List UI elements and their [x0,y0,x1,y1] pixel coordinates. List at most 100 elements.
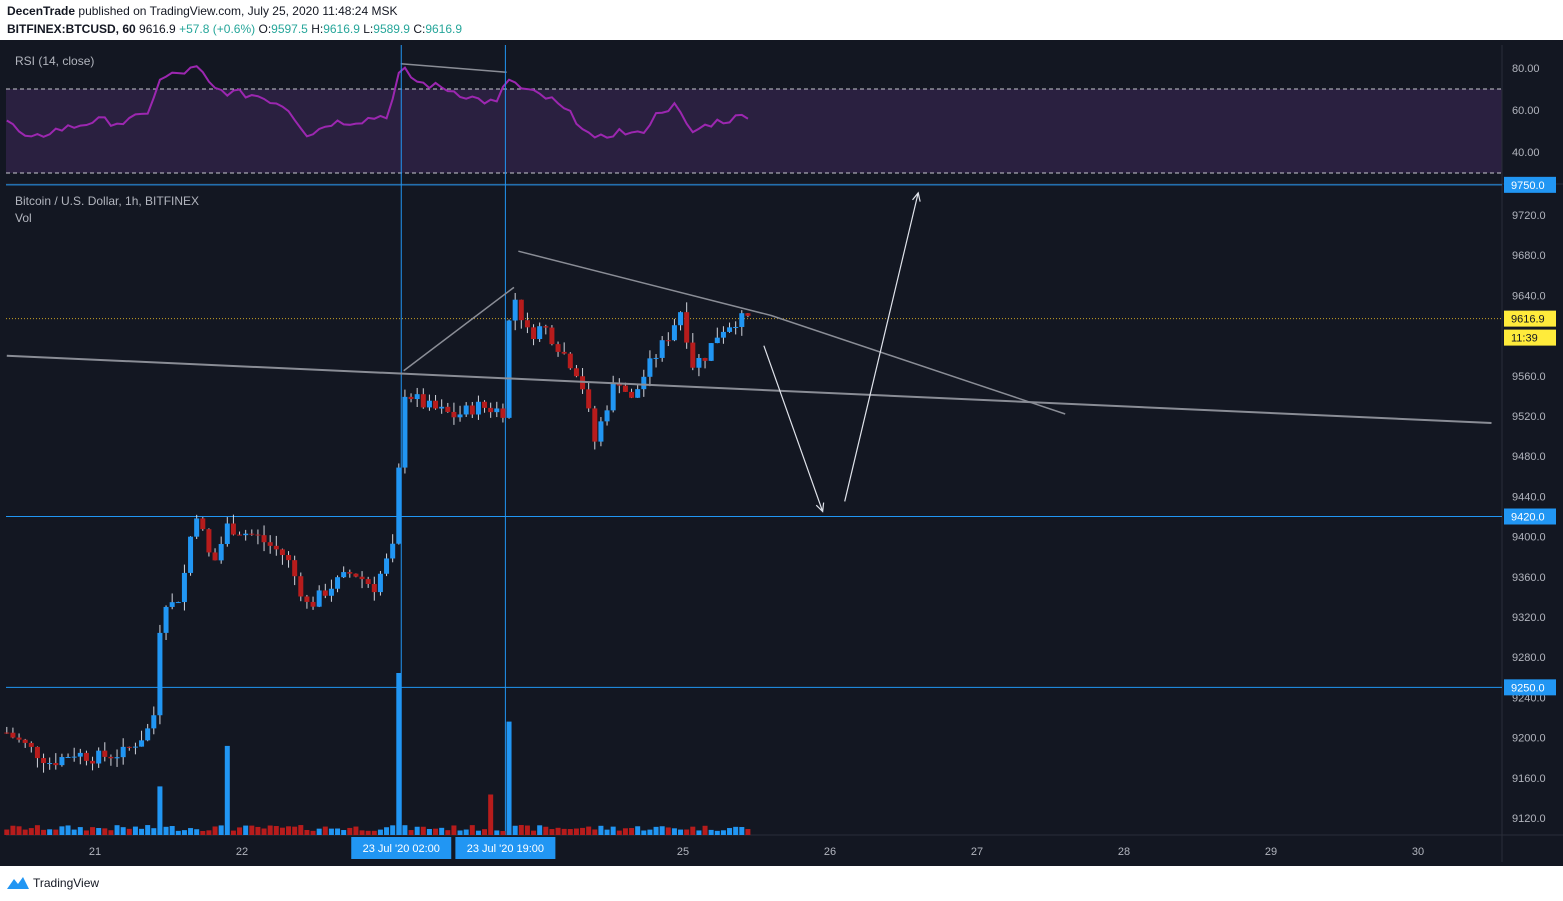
volume-bar [543,826,549,835]
candle-body [139,740,145,747]
volume-bar [120,827,126,835]
rsi-tick-label: 40.00 [1512,147,1540,159]
volume-bar [531,830,537,835]
main-pane[interactable] [4,45,1502,835]
volume-bar [678,829,684,835]
candle-body [647,358,653,377]
candle-body [132,746,138,748]
candle-body [506,320,512,418]
volume-bar [610,826,616,835]
candle-body [690,342,696,368]
volume-bar [316,828,322,835]
candle-body [145,728,151,741]
candle-body [237,534,243,536]
volume-bar [371,830,377,835]
volume-bar [445,830,451,835]
volume-bar [267,825,273,835]
candle-body [433,400,439,409]
volume-bar [188,828,194,835]
candle-body [224,523,230,544]
price-tick-label: 9280.0 [1512,652,1546,664]
candle-body [727,327,733,332]
volume-bar [114,825,120,835]
volume-bar [47,829,53,835]
volume-bar [157,786,163,835]
volume-bar [353,826,359,835]
price-tick-label: 9240.0 [1512,692,1546,704]
footer-brand[interactable]: TradingView [33,876,100,890]
candle-body [273,545,279,550]
candle-body [365,579,371,585]
volume-bar [59,826,65,835]
published-text: published on TradingView.com, July 25, 2… [78,4,398,18]
candle-body [524,320,530,328]
price-tick-label: 9440.0 [1512,491,1546,503]
price-tick-label: 9160.0 [1512,773,1546,785]
volume-bar [420,826,426,835]
volume-bar [4,829,10,835]
candle-body [396,467,402,544]
candle-body [181,572,187,603]
candle-body [316,590,322,607]
volume-bar [286,826,292,835]
candle-body [659,340,665,358]
candle-body [371,584,377,593]
volume-bar [53,829,59,835]
candle-body [249,533,255,535]
price-label-box [1504,310,1556,327]
symbol-label: BITFINEX:BTCUSD, 60 [7,22,136,36]
price-label-text: 9616.9 [1511,314,1545,326]
candle-body [702,358,708,361]
candle-body [4,732,10,734]
volume-bar [475,830,481,835]
volume-bar [169,826,175,835]
volume-bar [451,825,457,835]
volume-bar [261,828,267,835]
volume-bar [77,827,83,835]
candle-body [279,549,285,556]
volume-bar [71,829,77,835]
price-tick-label: 9360.0 [1512,572,1546,584]
volume-bar [426,828,432,835]
candle-body [194,518,200,537]
candle-body [151,715,157,729]
candle-body [108,756,114,759]
volume-bar [243,825,249,835]
price-label-box [1504,679,1556,696]
volume-bar [390,825,396,835]
candle-body [83,752,89,761]
candle-body [59,757,65,766]
wedge-left-trendline [403,286,515,372]
candle-body [543,326,549,328]
candle-body [500,408,506,418]
candle-body [255,534,261,536]
volume-bar [549,829,555,835]
rsi-pane[interactable] [6,63,749,139]
volume-bar [518,825,524,835]
volume-bar [745,829,751,835]
publish-header: DecenTrade published on TradingView.com,… [0,0,1563,40]
candle-body [120,746,126,758]
volume-bar [598,825,604,835]
time-tick-label: 27 [971,846,983,858]
author-name[interactable]: DecenTrade [7,4,76,18]
volume-bar [457,830,463,835]
price-change: +57.8 (+0.6%) [179,22,256,36]
candle-body [188,536,194,573]
volume-bar [469,825,475,835]
rsi-title: RSI (14, close) [15,54,94,68]
candle-body [267,542,273,546]
candle-body [359,576,365,580]
candle-body [34,746,40,759]
volume-bar [194,829,200,835]
candle-body [586,389,592,409]
candle-body [439,406,445,409]
volume-bar [273,826,279,835]
candle-body [629,391,635,398]
volume-bar [230,830,236,835]
candle-body [488,407,494,413]
candle-body [286,555,292,561]
volume-bar [96,828,102,835]
candle-body [512,299,518,321]
